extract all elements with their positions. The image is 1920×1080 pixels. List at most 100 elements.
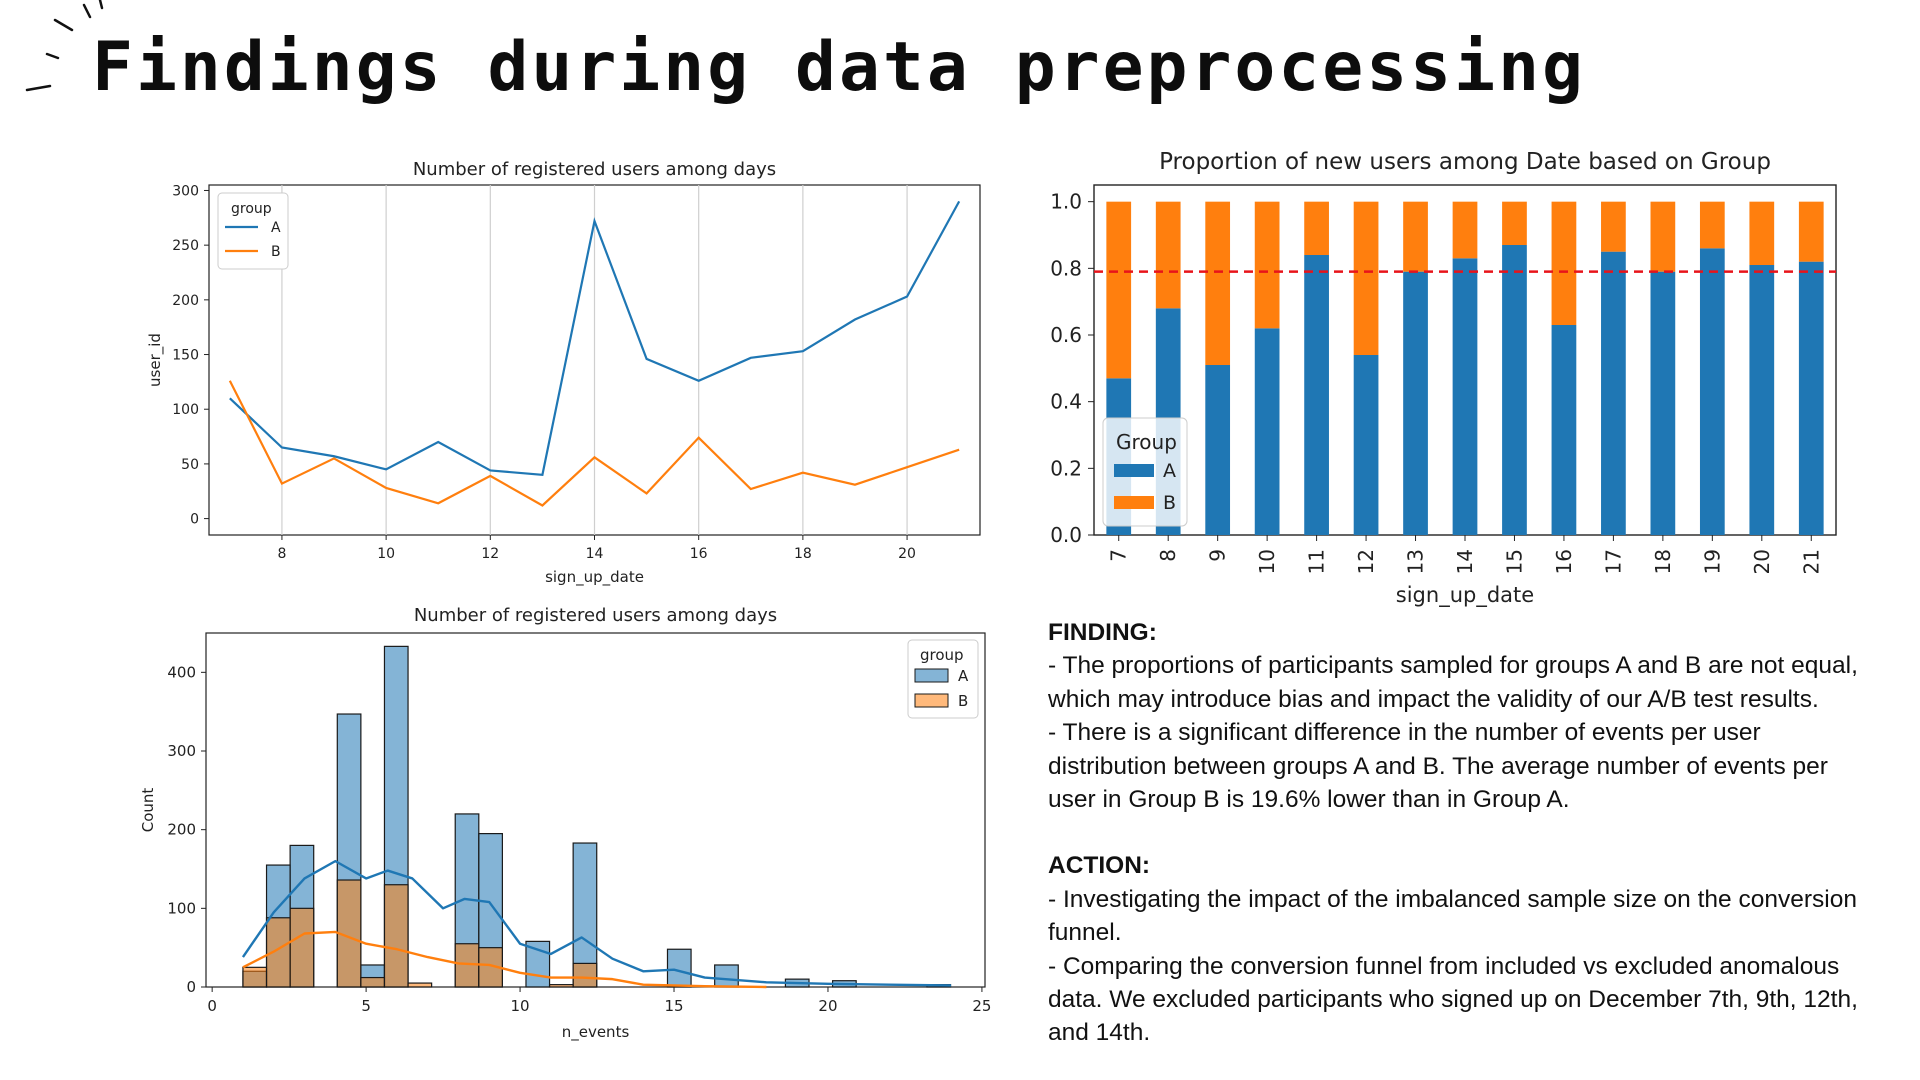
y-tick-label: 0.0	[1050, 523, 1082, 547]
bar-A	[1551, 325, 1577, 535]
bar-B	[1798, 201, 1824, 262]
bar-A	[1601, 251, 1626, 535]
legend-title: Group	[1116, 430, 1177, 454]
action-heading: ACTION:	[1048, 852, 1151, 880]
findings-panel: FINDING: - The proportions of participan…	[1048, 616, 1898, 1050]
legend-label: B	[271, 244, 281, 260]
action-line: funnel.	[1048, 919, 1122, 947]
x-tick-label: 7	[1107, 549, 1131, 562]
y-tick-label: 300	[167, 742, 196, 760]
finding-heading: FINDING:	[1048, 619, 1157, 646]
y-tick-label: 0.6	[1050, 323, 1082, 347]
y-tick-label: 1.0	[1050, 190, 1082, 214]
y-tick-label: 0.8	[1050, 256, 1082, 280]
action-line: - Comparing the conversion funnel from i…	[1048, 952, 1840, 980]
bar-A	[1254, 328, 1280, 535]
bar-B	[1155, 201, 1181, 309]
action-line: and 14th.	[1048, 1019, 1151, 1047]
x-axis-label: n_events	[562, 1023, 630, 1042]
hist-bar-B	[360, 976, 386, 988]
slide-title: Findings during data preprocessing	[92, 28, 1586, 107]
x-tick-label: 18	[1651, 549, 1675, 574]
hist-bar-B	[407, 982, 433, 988]
legend-title: group	[920, 646, 964, 664]
x-tick-label: 9	[1206, 549, 1230, 562]
x-tick-label: 16	[690, 546, 708, 562]
series-line-B	[228, 380, 960, 507]
bar-B	[1452, 201, 1478, 259]
bar-B	[1254, 201, 1280, 329]
legend-label: B	[1163, 492, 1176, 514]
y-tick-label: 150	[172, 348, 199, 364]
legend-label: B	[958, 692, 968, 710]
x-tick-label: 11	[1305, 549, 1329, 574]
legend-label: A	[271, 220, 281, 236]
decorative-sparkle-icon	[25, 0, 104, 92]
bar-B	[1601, 201, 1626, 252]
x-tick-label: 10	[377, 546, 395, 562]
bar-A	[1749, 265, 1775, 535]
y-tick-label: 50	[181, 457, 199, 473]
bar-B	[1205, 201, 1231, 365]
bar-A	[1205, 365, 1231, 535]
finding-line: distribution between groups A and B. The…	[1048, 752, 1828, 780]
chart-title: Number of registered users among days	[413, 159, 776, 180]
hist-bar-B	[242, 966, 268, 988]
x-tick-label: 10	[1255, 549, 1279, 574]
x-tick-label: 12	[481, 546, 499, 562]
bar-B	[1551, 201, 1577, 325]
x-tick-label: 10	[511, 997, 530, 1015]
legend-swatch-A	[914, 668, 949, 683]
bar-B	[1304, 201, 1329, 255]
hist-bar-A	[666, 948, 692, 988]
bar-B	[1502, 201, 1527, 245]
y-tick-label: 300	[172, 183, 199, 199]
histogram-chart: 0 5 10 15 20 25 0 100 200 300 400 Number of registe…	[139, 605, 991, 1042]
series-line-A	[229, 200, 961, 477]
bar-B	[1106, 201, 1132, 379]
hist-bar-B	[289, 907, 315, 988]
x-tick-label: 21	[1799, 549, 1823, 574]
x-axis-label: sign_up_date	[545, 568, 644, 587]
x-tick-label: 19	[1700, 549, 1724, 574]
y-tick-label: 100	[167, 899, 196, 917]
action-line: - Investigating the impact of the imbala…	[1048, 885, 1857, 913]
x-tick-label: 8	[1156, 549, 1180, 562]
finding-line: which may introduce bias and impact the …	[1048, 685, 1819, 713]
bar-A	[1699, 248, 1725, 536]
bar-A	[1304, 255, 1329, 535]
legend-swatch-B	[1114, 496, 1154, 509]
finding-line: user in Group B is 19.6% lower than in G…	[1048, 786, 1570, 814]
x-tick-label: 15	[664, 997, 683, 1015]
finding-line: - The proportions of participants sample…	[1048, 652, 1858, 680]
bar-B	[1699, 201, 1725, 249]
kde-curve-A	[241, 859, 952, 987]
y-tick-label: 0.2	[1050, 456, 1082, 480]
hist-bar-A	[714, 964, 739, 988]
y-tick-label: 200	[167, 821, 196, 839]
finding-line: - There is a significant difference in t…	[1048, 719, 1761, 747]
y-axis-label: user_id	[146, 333, 165, 387]
chart-title: Proportion of new users among Date based…	[1159, 149, 1771, 175]
hist-bar-B	[548, 984, 574, 988]
action-line: data. We excluded participants who signe…	[1048, 986, 1858, 1014]
y-tick-label: 100	[172, 402, 199, 418]
bar-A	[1452, 258, 1478, 535]
bar-A	[1403, 271, 1428, 535]
stacked-bar-chart: 7 8 9 10 11 12 13 14 15 16 17 18 19 20 21 0.0 0.2 0.4 0.6 0…	[1050, 149, 1837, 608]
x-tick-label: 8	[277, 546, 286, 562]
y-tick-label: 0.4	[1050, 390, 1082, 414]
legend-swatch-A	[1114, 464, 1154, 477]
x-tick-label: 16	[1552, 549, 1576, 574]
x-tick-label: 17	[1601, 549, 1625, 574]
x-tick-label: 14	[1453, 549, 1477, 574]
hist-bar-A	[525, 940, 551, 988]
chart-title: Number of registered users among days	[414, 605, 777, 626]
x-tick-label: 18	[794, 546, 812, 562]
x-tick-label: 25	[972, 997, 991, 1015]
y-tick-label: 250	[172, 238, 199, 254]
bar-A	[1798, 261, 1824, 535]
bar-B	[1403, 201, 1428, 272]
legend-label: A	[958, 667, 969, 685]
